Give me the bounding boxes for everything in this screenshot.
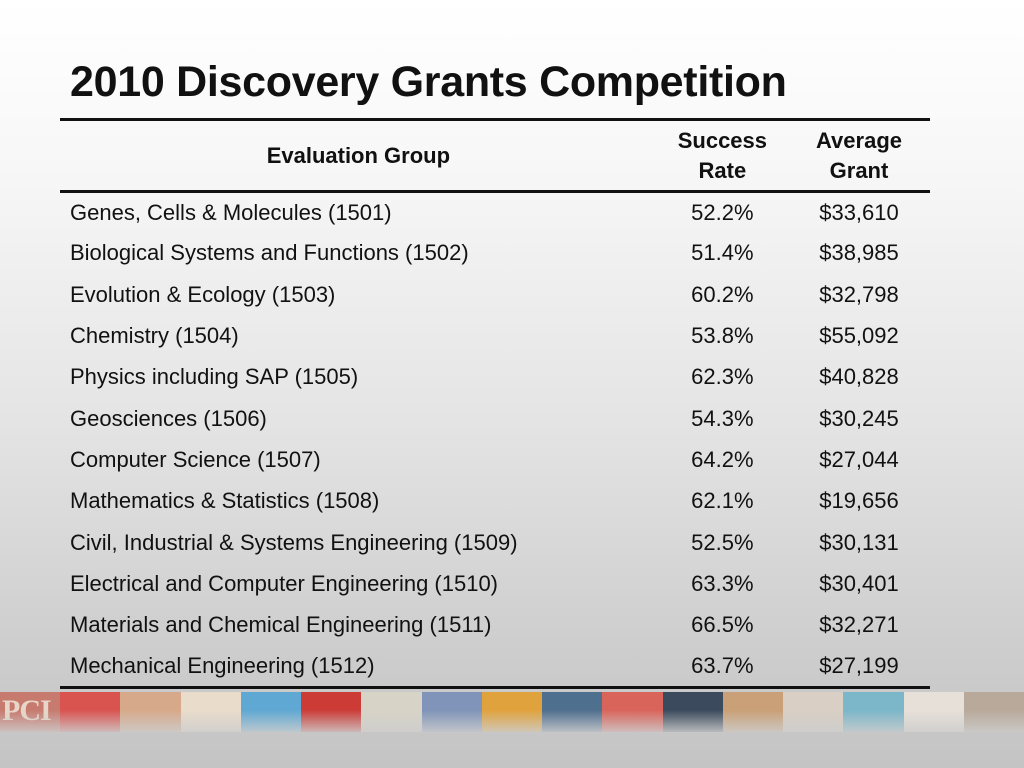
header-success-rate: Success Rate [656, 118, 788, 193]
cell-average-grant: $27,199 [787, 645, 930, 689]
cell-group: Civil, Industrial & Systems Engineering … [70, 529, 518, 555]
cell-average-grant: $33,610 [819, 199, 899, 225]
strip-image-tile [783, 692, 844, 732]
header-evaluation-group: Evaluation Group [60, 118, 657, 193]
cell-group: Computer Science (1507) [70, 446, 321, 472]
strip-image-tile [843, 692, 904, 732]
strip-image-tile [602, 692, 663, 732]
cell-average-grant: $19,656 [819, 488, 899, 514]
table-row: Biological Systems and Functions (1502) … [60, 233, 930, 274]
logo-tile: PCI [0, 692, 61, 732]
cell-success-rate: 53.8% [691, 323, 754, 349]
cell-average-grant: $32,798 [819, 281, 899, 307]
cell-success-rate: 52.5% [691, 529, 754, 555]
header-average-grant: Average Grant [787, 118, 930, 193]
header-average-grant-line1: Average [815, 127, 902, 153]
cell-average-grant: $30,131 [819, 529, 899, 555]
cell-success-rate: 51.4% [691, 240, 754, 266]
cell-success-rate: 66.5% [691, 612, 754, 638]
cell-group: Biological Systems and Functions (1502) [70, 240, 469, 266]
table-row: Mathematics & Statistics (1508) 62.1% $1… [60, 481, 930, 522]
cell-success-rate: 52.2% [691, 199, 754, 225]
cell-group: Genes, Cells & Molecules (1501) [70, 199, 392, 225]
cell-average-grant: $32,271 [819, 612, 899, 638]
cell-group: Chemistry (1504) [70, 323, 239, 349]
strip-image-tile [60, 692, 121, 732]
table-row: Evolution & Ecology (1503) 60.2% $32,798 [60, 274, 930, 315]
strip-image-tile [240, 692, 302, 732]
table-row: Computer Science (1507) 64.2% $27,044 [60, 439, 930, 480]
header-row: Evaluation Group Success Rate Average Gr… [60, 118, 930, 193]
table-row: Physics including SAP (1505) 62.3% $40,8… [60, 357, 930, 398]
strip-image-tile [722, 692, 784, 732]
table-row: Materials and Chemical Engineering (1511… [60, 604, 930, 645]
slide-title: 2010 Discovery Grants Competition [70, 58, 787, 106]
cell-group: Electrical and Computer Engineering (151… [70, 570, 499, 596]
cell-group: Physics including SAP (1505) [70, 364, 359, 390]
cell-group: Mechanical Engineering (1512) [60, 645, 657, 689]
strip-image-tile [963, 692, 1024, 732]
logo: PCI [2, 694, 52, 727]
strip-image-tile [120, 692, 181, 732]
cell-average-grant: $30,245 [819, 405, 899, 431]
header-success-rate-line1: Success [677, 127, 768, 153]
strip-image-tile [481, 692, 543, 732]
table-row: Mechanical Engineering (1512) 63.7% $27,… [60, 645, 930, 689]
header-success-rate-line2: Rate [698, 157, 747, 183]
table-body: Genes, Cells & Molecules (1501) 52.2% $3… [60, 192, 930, 689]
cell-group: Mathematics & Statistics (1508) [70, 488, 380, 514]
cell-group: Geosciences (1506) [70, 405, 267, 431]
decorative-image-strip: PCI [0, 692, 1024, 732]
table-row: Electrical and Computer Engineering (151… [60, 563, 930, 604]
cell-success-rate: 64.2% [691, 446, 754, 472]
strip-image-tile [421, 692, 482, 732]
strip-image-tile [301, 692, 362, 732]
strip-image-tile [361, 692, 422, 732]
cell-average-grant: $30,401 [819, 570, 899, 596]
cell-average-grant: $38,985 [819, 240, 899, 266]
cell-success-rate: 62.3% [691, 364, 754, 390]
table-row: Civil, Industrial & Systems Engineering … [60, 522, 930, 563]
header-average-grant-line2: Grant [829, 157, 889, 183]
cell-success-rate: 63.3% [691, 570, 754, 596]
strip-image-tile [903, 692, 964, 732]
strip-image-tile [542, 692, 603, 732]
strip-image-tile [180, 692, 241, 732]
grants-table: Evaluation Group Success Rate Average Gr… [60, 118, 930, 689]
table-header: Evaluation Group Success Rate Average Gr… [60, 118, 930, 193]
cell-group: Materials and Chemical Engineering (1511… [70, 612, 492, 638]
cell-average-grant: $40,828 [819, 364, 899, 390]
cell-success-rate: 62.1% [691, 488, 754, 514]
table-row: Chemistry (1504) 53.8% $55,092 [60, 315, 930, 356]
cell-success-rate: 63.7% [656, 645, 788, 689]
strip-image-tile [662, 692, 723, 732]
table-row: Genes, Cells & Molecules (1501) 52.2% $3… [60, 192, 930, 233]
cell-group: Evolution & Ecology (1503) [70, 281, 336, 307]
table-row: Geosciences (1506) 54.3% $30,245 [60, 398, 930, 439]
cell-average-grant: $27,044 [819, 446, 899, 472]
cell-success-rate: 60.2% [691, 281, 754, 307]
cell-average-grant: $55,092 [819, 323, 899, 349]
cell-success-rate: 54.3% [691, 405, 754, 431]
